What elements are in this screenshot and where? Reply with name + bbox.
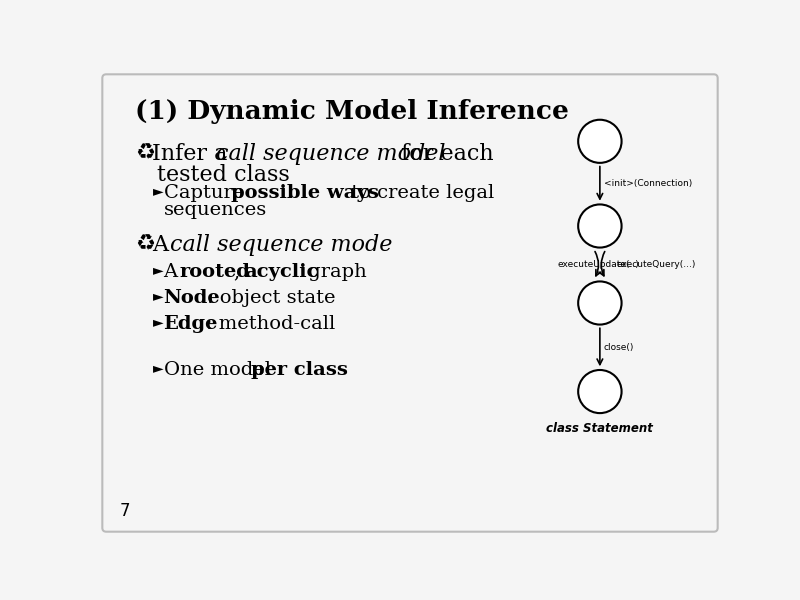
Text: : method-call: : method-call: [206, 316, 335, 334]
Text: close(): close(): [604, 343, 634, 352]
Text: (1) Dynamic Model Inference: (1) Dynamic Model Inference: [135, 99, 569, 124]
Circle shape: [578, 205, 622, 248]
Text: executeQuery(...): executeQuery(...): [617, 260, 696, 269]
Text: ►: ►: [153, 184, 163, 199]
Text: sequences: sequences: [163, 202, 267, 220]
Text: acyclic: acyclic: [244, 263, 318, 281]
Circle shape: [578, 281, 622, 325]
Text: ►: ►: [153, 361, 163, 375]
Text: call sequence model: call sequence model: [216, 143, 446, 165]
Text: class Statement: class Statement: [546, 422, 654, 436]
Text: One model: One model: [163, 361, 277, 379]
Text: possible ways: possible ways: [230, 184, 378, 202]
Text: tested class: tested class: [157, 164, 290, 185]
Text: ►: ►: [153, 316, 163, 329]
Text: ♻: ♻: [135, 143, 155, 163]
Text: A: A: [163, 263, 184, 281]
Text: ►: ►: [153, 289, 163, 303]
Text: ,: ,: [234, 263, 246, 281]
Text: call sequence mode: call sequence mode: [170, 233, 392, 256]
Text: : object state: : object state: [207, 289, 336, 307]
Text: for each: for each: [394, 143, 494, 165]
Text: Capture: Capture: [163, 184, 250, 202]
Text: per class: per class: [251, 361, 348, 379]
Text: A: A: [152, 233, 175, 256]
Text: graph: graph: [302, 263, 366, 281]
Text: <init>(Connection): <init>(Connection): [604, 179, 692, 188]
Circle shape: [578, 370, 622, 413]
Text: to create legal: to create legal: [345, 184, 494, 202]
Text: ►: ►: [153, 263, 163, 277]
Circle shape: [578, 120, 622, 163]
FancyBboxPatch shape: [102, 74, 718, 532]
Text: 7: 7: [119, 502, 130, 520]
Text: Edge: Edge: [163, 316, 218, 334]
Text: Infer a: Infer a: [152, 143, 234, 165]
Text: rooted: rooted: [179, 263, 250, 281]
Text: Node: Node: [163, 289, 220, 307]
Text: ♻: ♻: [135, 233, 155, 254]
Text: executeUpdate(..): executeUpdate(..): [558, 260, 639, 269]
